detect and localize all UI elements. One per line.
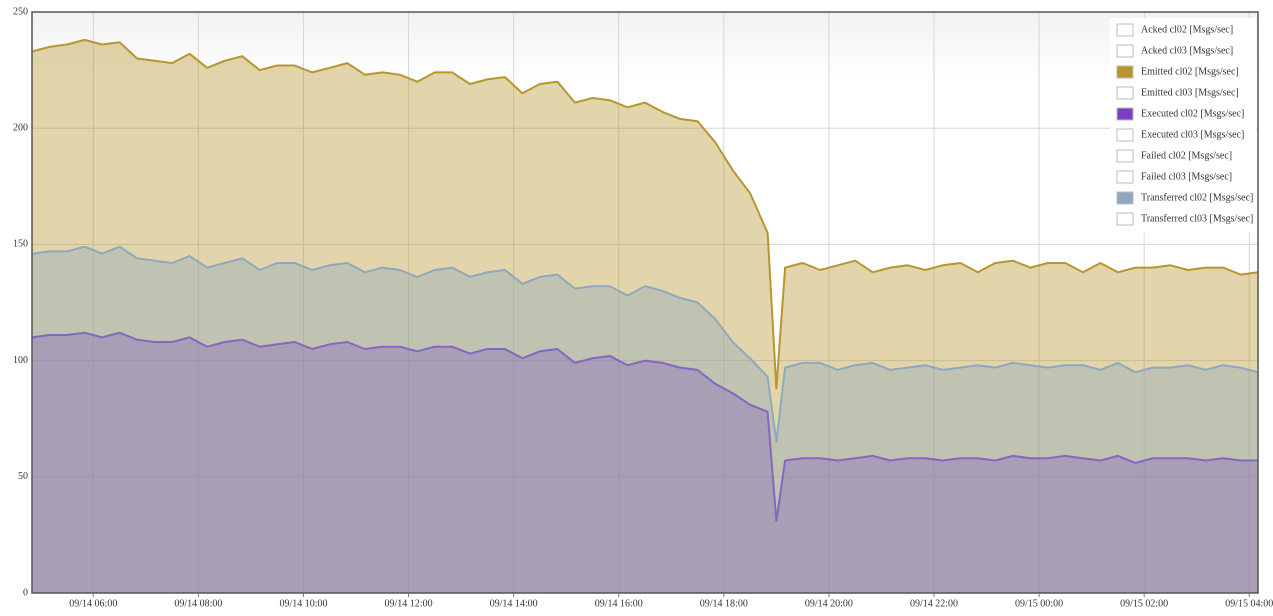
line (31, 38, 1259, 390)
legend-swatch (1116, 170, 1134, 184)
x-tick-label: 09/14 20:00 (805, 598, 853, 609)
y-tick-label: 50 (18, 471, 28, 482)
plot-background (32, 12, 1258, 593)
x-tick-label: 09/14 10:00 (279, 598, 327, 609)
legend-label: Emitted cl03 [Msgs/sec] (1141, 87, 1239, 98)
x-tick-label: 09/14 16:00 (595, 598, 643, 609)
area (32, 332, 1258, 593)
legend-label: Executed cl02 [Msgs/sec] (1141, 108, 1244, 119)
x-tick-label: 09/15 02:00 (1120, 598, 1168, 609)
x-tick-label: 09/14 22:00 (910, 598, 958, 609)
legend-label: Executed cl03 [Msgs/sec] (1141, 129, 1244, 140)
y-tick-label: 250 (13, 6, 28, 17)
x-tick-label: 09/14 08:00 (174, 598, 222, 609)
x-tick-label: 09/15 04:00 (1225, 598, 1273, 609)
y-tick-label: 150 (13, 239, 28, 250)
legend-label: Transferred cl03 [Msgs/sec] (1141, 213, 1253, 224)
legend-box (1110, 18, 1256, 233)
legend-swatch (1116, 65, 1134, 79)
legend: Acked cl02 [Msgs/sec] Acked cl03 [Msgs/se… (1116, 23, 1253, 226)
legend-swatch (1116, 128, 1134, 142)
line (31, 331, 1258, 522)
plot-frame (31, 11, 1259, 594)
legend-swatch (1116, 86, 1134, 100)
x-tick-label: 09/14 06:00 (69, 598, 117, 609)
legend-label: Failed cl02 [Msgs/sec] (1141, 150, 1232, 161)
x-tick-label: 09/14 12:00 (385, 598, 433, 609)
legend-swatch (1116, 191, 1134, 205)
legend-label: Failed cl03 [Msgs/sec] (1141, 171, 1232, 182)
x-tick-label: 09/14 14:00 (490, 598, 538, 609)
areas (31, 38, 1259, 593)
x-tick-label: 09/14 18:00 (700, 598, 748, 609)
legend-label: Acked cl02 [Msgs/sec] (1141, 24, 1233, 35)
legend-label: Acked cl03 [Msgs/sec] (1141, 45, 1233, 56)
line (31, 245, 1259, 443)
legend-swatch (1116, 212, 1134, 226)
y-tick-label: 200 (13, 122, 28, 133)
legend-swatch (1116, 23, 1134, 37)
legend-swatch (1116, 107, 1134, 121)
y-tick-label: 100 (13, 355, 28, 366)
legend-swatch (1116, 149, 1134, 163)
legend-label: Emitted cl02 [Msgs/sec] (1141, 66, 1239, 77)
x-tick-label: 09/15 00:00 (1015, 598, 1063, 609)
area (32, 246, 1258, 593)
axis-labels: 0 50 100 150 200 250 09/14 06:00 09/14 08:00 09/… (13, 6, 1273, 609)
legend-swatch (1116, 44, 1134, 58)
legend-label: Transferred cl02 [Msgs/sec] (1141, 192, 1253, 203)
y-tick-label: 0 (23, 587, 28, 598)
area (32, 39, 1258, 593)
